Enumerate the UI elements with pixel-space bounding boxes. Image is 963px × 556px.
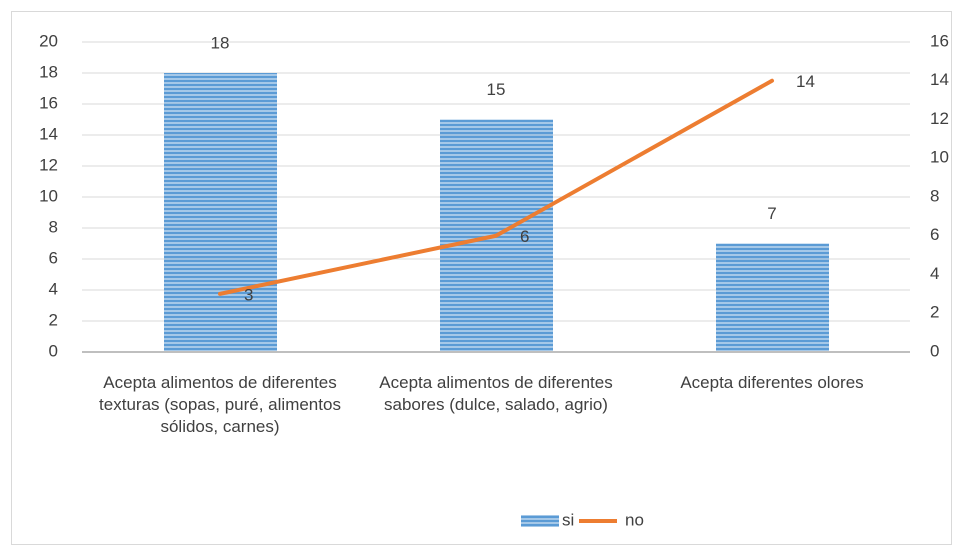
y-tick-label: 20 xyxy=(39,31,58,50)
y2-tick-label: 14 xyxy=(930,70,949,89)
data-label: 3 xyxy=(244,285,253,304)
data-label: 6 xyxy=(520,227,529,246)
y-tick-label: 18 xyxy=(39,62,58,81)
y2-tick-label: 2 xyxy=(930,303,939,322)
y-tick-label: 6 xyxy=(49,248,58,267)
x-tick-label: Acepta alimentos de diferentes sabores (… xyxy=(379,373,613,414)
data-label: 7 xyxy=(767,204,776,223)
y2-tick-label: 12 xyxy=(930,109,949,128)
y-tick-label: 8 xyxy=(49,217,58,236)
legend-label: no xyxy=(625,510,644,529)
x-tick-label: Acepta diferentes olores xyxy=(680,373,864,392)
x-tick-label: Acepta alimentos de diferentes texturas … xyxy=(99,373,341,436)
legend-swatch xyxy=(521,515,559,527)
y-tick-label: 12 xyxy=(39,155,58,174)
data-label: 14 xyxy=(796,72,815,91)
y-tick-label: 2 xyxy=(49,310,58,329)
data-label: 18 xyxy=(211,33,230,52)
y-tick-label: 4 xyxy=(49,279,58,298)
y2-tick-label: 8 xyxy=(930,186,939,205)
y-tick-label: 10 xyxy=(39,186,58,205)
line xyxy=(218,78,774,296)
y-tick-label: 16 xyxy=(39,93,58,112)
bar xyxy=(716,243,829,352)
y-tick-label: 14 xyxy=(39,124,58,143)
y-tick-label: 0 xyxy=(49,341,58,360)
y2-tick-label: 16 xyxy=(930,31,949,50)
y2-tick-label: 10 xyxy=(930,148,949,167)
data-label: 15 xyxy=(487,80,506,99)
legend-label: si xyxy=(562,510,574,529)
y2-tick-label: 6 xyxy=(930,225,939,244)
bar xyxy=(164,73,277,352)
y2-tick-label: 4 xyxy=(930,264,939,283)
y2-tick-label: 0 xyxy=(930,341,939,360)
